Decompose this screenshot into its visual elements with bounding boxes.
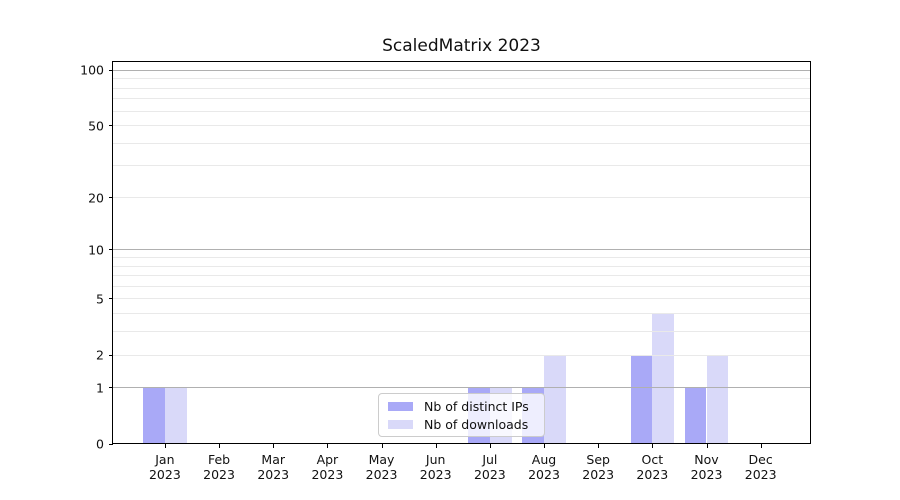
y-tick-mark <box>109 387 113 389</box>
legend-label-distinct-ips: Nb of distinct IPs <box>424 398 529 414</box>
y-tick-label: 2 <box>96 347 104 363</box>
y-gridline-minor <box>113 354 810 356</box>
y-gridline-major <box>113 69 810 71</box>
x-tick-label: Jun 2023 <box>396 452 476 482</box>
y-gridline-minor <box>113 275 810 277</box>
y-gridline-minor <box>113 257 810 259</box>
legend-item-downloads: Nb of downloads <box>379 416 544 432</box>
x-tick-mark <box>381 444 383 448</box>
x-tick-label-year: 2023 <box>690 467 723 482</box>
x-tick-label: Aug 2023 <box>504 452 584 482</box>
legend-swatch-downloads <box>388 419 413 429</box>
x-tick-label: Jan 2023 <box>125 452 205 482</box>
y-gridline-minor <box>113 331 810 333</box>
y-tick-mark <box>109 197 113 199</box>
y-gridline-minor <box>113 87 810 89</box>
bar-distinct-ips-oct <box>630 355 653 444</box>
x-tick-label: Oct 2023 <box>612 452 692 482</box>
chart-title: ScaledMatrix 2023 <box>382 36 541 56</box>
x-tick-label: Apr 2023 <box>287 452 367 482</box>
y-tick-label: 100 <box>80 62 104 78</box>
x-tick-label: May 2023 <box>342 452 422 482</box>
x-tick-label: Nov 2023 <box>667 452 747 482</box>
y-tick-mark <box>109 443 113 445</box>
x-tick-label: Sep 2023 <box>558 452 638 482</box>
x-tick-mark <box>273 444 275 448</box>
x-tick-label: Jul 2023 <box>450 452 530 482</box>
x-tick-label-year: 2023 <box>636 467 669 482</box>
x-tick-mark <box>489 444 491 448</box>
y-tick-label: 20 <box>88 190 104 206</box>
y-tick-label: 0 <box>96 436 104 452</box>
x-tick-mark <box>652 444 654 448</box>
x-tick-mark <box>706 444 708 448</box>
x-tick-label-year: 2023 <box>473 467 506 482</box>
x-tick-label-year: 2023 <box>257 467 290 482</box>
legend-label-downloads: Nb of downloads <box>424 416 529 432</box>
legend-item-distinct-ips: Nb of distinct IPs <box>379 398 544 414</box>
y-gridline-minor <box>113 298 810 300</box>
bar-distinct-ips-jan <box>143 387 165 444</box>
y-gridline-minor <box>113 110 810 112</box>
x-tick-label-year: 2023 <box>582 467 615 482</box>
bar-downloads-oct <box>652 313 675 444</box>
y-gridline-major <box>113 387 810 389</box>
y-gridline-minor <box>113 165 810 167</box>
bar-downloads-jan <box>164 387 187 444</box>
x-tick-label-year: 2023 <box>203 467 235 482</box>
y-gridline-minor <box>113 98 810 100</box>
y-tick-mark <box>109 125 113 127</box>
y-gridline-minor <box>113 285 810 287</box>
y-tick-label: 5 <box>96 291 104 307</box>
x-tick-label-year: 2023 <box>365 467 398 482</box>
y-tick-mark <box>109 354 113 356</box>
y-tick-label: 1 <box>96 380 104 396</box>
y-tick-mark <box>109 249 113 251</box>
y-tick-label: 10 <box>88 242 104 258</box>
x-tick-mark <box>760 444 762 448</box>
y-gridline-minor <box>113 78 810 80</box>
bar-downloads-nov <box>706 355 729 444</box>
legend-swatch-distinct-ips <box>388 401 413 411</box>
x-tick-label: Feb 2023 <box>179 452 259 482</box>
y-tick-mark <box>109 69 113 71</box>
x-tick-mark <box>544 444 546 448</box>
x-tick-label-year: 2023 <box>311 467 344 482</box>
x-tick-mark <box>219 444 221 448</box>
bar-distinct-ips-nov <box>684 387 707 444</box>
y-gridline-minor <box>113 142 810 144</box>
x-tick-label-year: 2023 <box>419 467 452 482</box>
x-tick-mark <box>435 444 437 448</box>
x-tick-mark <box>327 444 329 448</box>
y-tick-mark <box>109 298 113 300</box>
y-gridline-minor <box>113 265 810 267</box>
y-tick-label: 50 <box>88 118 104 134</box>
x-tick-label: Mar 2023 <box>233 452 313 482</box>
y-gridline-minor <box>113 197 810 199</box>
x-tick-label-year: 2023 <box>148 467 181 482</box>
x-tick-mark <box>164 444 166 448</box>
bar-downloads-aug <box>544 355 566 444</box>
y-gridline-minor <box>113 313 810 315</box>
x-tick-mark <box>598 444 600 448</box>
x-tick-label-year: 2023 <box>528 467 560 482</box>
x-tick-label: Dec 2023 <box>721 452 801 482</box>
x-tick-label-year: 2023 <box>744 467 777 482</box>
y-gridline-minor <box>113 125 810 127</box>
y-gridline-major <box>113 249 810 251</box>
legend: Nb of distinct IPs Nb of downloads <box>378 393 545 437</box>
